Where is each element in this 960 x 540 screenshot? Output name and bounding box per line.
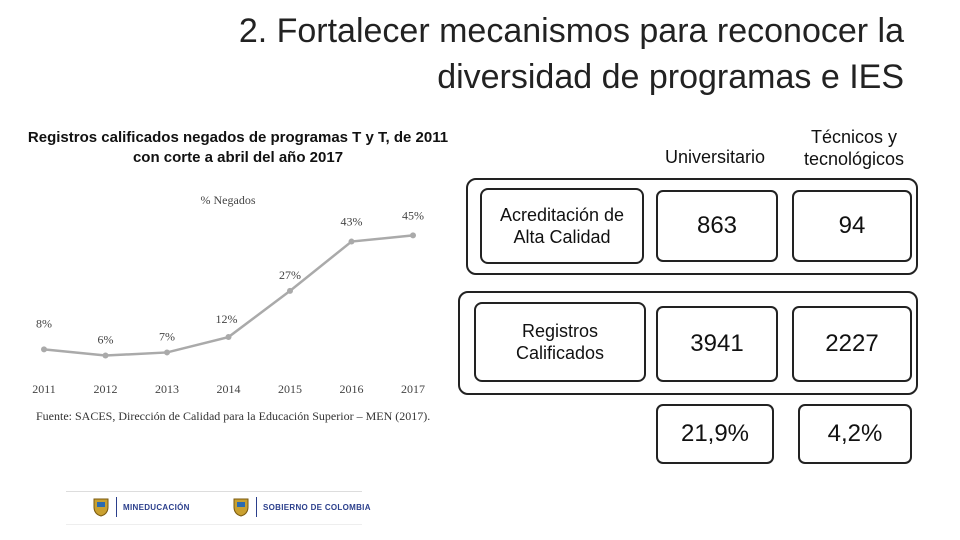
logo-divider [116, 497, 117, 517]
data-point [348, 238, 355, 245]
data-point [410, 232, 416, 239]
logo-mineducacion: MINEDUCACIÓN [92, 493, 190, 521]
logo-strip [66, 491, 362, 525]
x-tick-label: 2016 [340, 382, 364, 396]
row-registros-label-line2: Calificados [515, 343, 605, 363]
x-tick-label: 2014 [217, 382, 241, 396]
row-acreditacion-label-box: Acreditación de Alta Calidad [480, 188, 644, 264]
row-acreditacion-label-line2: Alta Calidad [513, 227, 611, 247]
chart-title: % Negados [201, 193, 256, 207]
row-acreditacion-label: Acreditación de Alta Calidad [500, 204, 624, 248]
data-label: 12% [216, 312, 238, 326]
row-acreditacion-label-line1: Acreditación de [499, 205, 625, 225]
source-note: Fuente: SACES, Dirección de Calidad para… [36, 409, 431, 423]
data-label: 43% [341, 215, 363, 229]
shield-icon [233, 498, 249, 517]
x-tick-label: 2011 [32, 382, 56, 396]
cell-registros-tecnicos: 2227 [792, 306, 912, 382]
cell-acreditacion-universitario: 863 [656, 190, 778, 262]
data-point [102, 352, 109, 359]
page-title-line-1: 2. Fortalecer mecanismos para reconocer … [238, 12, 904, 50]
data-label: 27% [279, 268, 301, 282]
data-point [164, 349, 170, 356]
col-header-tecnicos: Técnicos y tecnológicos [786, 126, 922, 170]
shield-icon [93, 498, 109, 517]
cell-registros-universitario: 3941 [656, 306, 778, 382]
x-tick-label: 2012 [94, 382, 118, 396]
row-registros-label-box: Registros Calificados [474, 302, 646, 382]
page-title-line-2: diversidad de programas e IES [437, 58, 904, 96]
col-header-universitario: Universitario [664, 147, 766, 167]
data-label: 7% [159, 329, 175, 343]
col-header-tecnicos-line2: tecnológicos [803, 149, 905, 169]
data-point [287, 287, 293, 294]
data-label: 45% [402, 208, 424, 222]
data-point [225, 334, 232, 341]
logo-divider [256, 497, 257, 517]
cell-acreditacion-tecnicos: 94 [792, 190, 912, 262]
logo-gobierno-text: SOBIERNO DE COLOMBIA [263, 502, 371, 512]
x-tick-label: 2017 [401, 382, 425, 396]
x-tick-label: 2013 [155, 382, 179, 396]
data-point [41, 346, 47, 353]
logo-gobierno: SOBIERNO DE COLOMBIA [232, 493, 371, 521]
data-label: 8% [36, 316, 52, 330]
cell-pct-universitario: 21,9% [656, 404, 774, 464]
chart-subtitle: Registros calificados negados de program… [27, 129, 449, 166]
logo-mineducacion-text: MINEDUCACIÓN [123, 502, 190, 512]
row-registros-label-line1: Registros [521, 321, 598, 341]
x-tick-label: 2015 [278, 382, 302, 396]
cell-pct-tecnicos: 4,2% [798, 404, 912, 464]
row-registros-label: Registros Calificados [516, 320, 604, 364]
col-header-tecnicos-line1: Técnicos y [810, 127, 898, 147]
line-chart: % Negados 8% 2011 6% 2012 7% 2013 12% 2014 27% 20… [32, 193, 425, 396]
data-label: 6% [98, 333, 114, 347]
